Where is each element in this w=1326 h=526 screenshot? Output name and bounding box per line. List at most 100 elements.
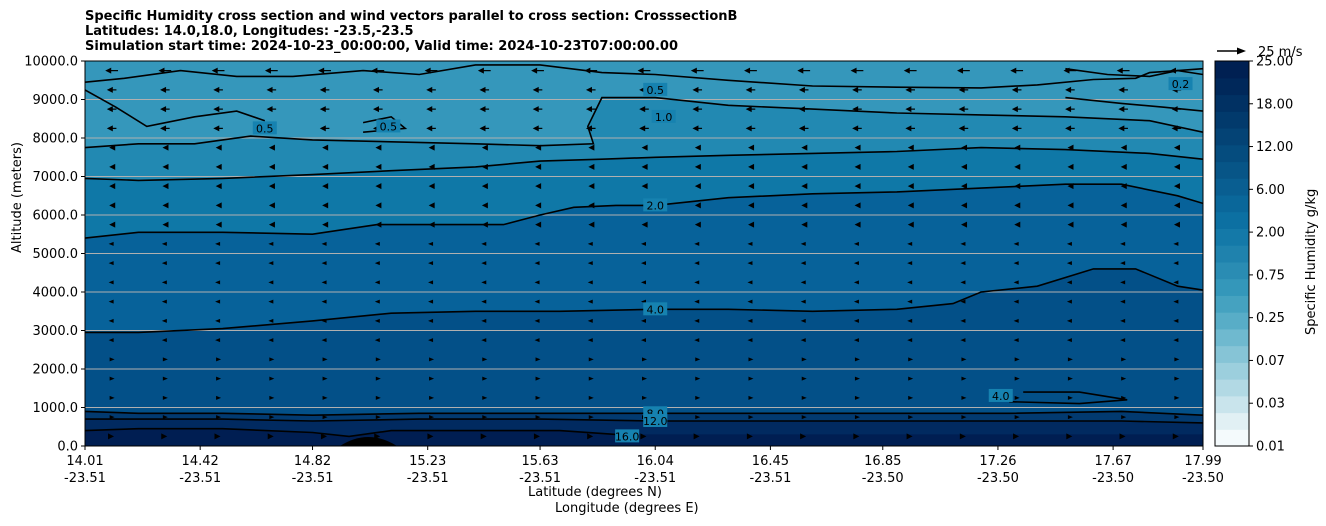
wind-vector-head [1063,67,1070,74]
colorbar-segment [1215,328,1249,347]
wind-vector-head [109,357,115,362]
y-tick-label: 6000.0 [33,209,79,224]
wind-vector-head [1066,280,1072,285]
colorbar-tick-label: 0.01 [1256,440,1285,455]
wind-vector-head [429,395,435,400]
wind-vector-head [585,86,592,93]
wind-vector-head [481,299,487,304]
wind-vector-head [162,415,168,420]
wind-vector-head [961,163,968,170]
wind-vector-head [160,86,167,93]
wind-vector-head [797,67,804,74]
wind-vector-head [269,395,275,400]
wind-vector-head [1174,376,1180,381]
wind-vector-head [588,183,595,190]
wind-vector-head [588,376,594,381]
y-tick-label: 0.0 [57,440,78,455]
x-tick-label-lat: 16.85 [864,454,901,469]
wind-vector-head [961,221,968,228]
colorbar-segment [1215,211,1249,229]
wind-vector-head [1013,280,1019,285]
wind-vector-head [375,183,382,190]
x-tick-label-lat: 15.63 [521,454,558,469]
terrain [340,437,397,446]
wind-vector-head [801,376,807,381]
x-axis-ticks: 14.01 -23.51 14.42 -23.51 14.82 -23.51 15.23 -2… [64,446,1224,486]
wind-vector-head [588,221,595,228]
wind-vector-head [588,357,594,362]
wind-vector-head [481,261,487,266]
wind-vector-head [801,202,808,209]
contour-label-bg [651,109,676,123]
wind-vector-head [1120,202,1127,209]
contour-line-8-0 [85,410,1203,417]
wind-vector-head [322,163,329,170]
wind-vector-head [1174,395,1180,400]
x-tick-label-lon: -23.51 [749,471,791,486]
wind-vector-head [1173,280,1179,285]
wind-vector-head [109,163,116,170]
wind-vector-head [961,357,967,362]
wind-vector-head [587,338,593,343]
wind-vector-head [320,433,327,440]
wind-vector-head [213,125,220,132]
wind-vectors [105,67,1183,440]
wind-vector-head [1013,241,1019,246]
wind-vector-head [375,163,382,170]
contour-label-bg [252,121,277,135]
contour-line-0-5 [85,64,1203,89]
wind-vector-head [158,67,165,74]
wind-vector-head [798,86,805,93]
wind-vector-head [960,318,966,323]
wind-vector-head [268,183,275,190]
wind-vector-head [1010,67,1017,74]
wind-vector-head [374,261,380,266]
wind-vector-head [264,67,271,74]
y-tick-label: 3000.0 [33,324,79,339]
wind-vector-head [108,261,114,266]
wind-vector-head [800,241,806,246]
wind-vector-head [1169,67,1176,74]
wind-vector-head [375,376,381,381]
wind-vector-head [961,144,968,151]
x-tick-label-lon: -23.51 [179,471,221,486]
wind-vector-head [1066,318,1072,323]
wind-vector-head [266,86,273,93]
wind-vector-head [854,395,860,400]
wind-vector-head [692,86,699,93]
wind-vector-head [321,338,327,343]
wind-vector-head [748,202,755,209]
wind-vector-head [694,163,701,170]
wind-vector-head [801,163,808,170]
wind-vector-head [481,280,487,285]
x-tick-label-lat: 17.26 [979,454,1016,469]
wind-vector-head [322,357,328,362]
wind-vector-head [694,280,700,285]
wind-vector-head [161,318,167,323]
colorbar-segment [1215,61,1249,79]
wind-vector-head [801,221,808,228]
wind-vector-head [1014,415,1020,420]
y-tick-label: 9000.0 [33,93,79,108]
wind-vector-head [1171,106,1178,113]
wind-vector-head [641,144,648,151]
contour-label: 4.0 [646,303,664,316]
wind-vector-head [535,357,541,362]
wind-vector-head [1120,144,1127,151]
wind-vector-head [1014,163,1021,170]
wind-vector-head [428,299,434,304]
wind-vector-head [482,376,488,381]
wind-vector-head [479,106,486,113]
y-tick-label: 1000.0 [33,401,79,416]
wind-vector-head [269,415,275,420]
wind-vector-head [1120,299,1126,304]
wind-vector-head [215,163,222,170]
wind-vector-head [319,86,326,93]
wind-vector-head [907,299,913,304]
chart-title: Specific Humidity cross section and wind… [85,9,738,24]
wind-vector-head [854,144,861,151]
wind-vector-head [1066,261,1072,266]
wind-vector-head [162,221,169,228]
wind-vector-head [535,202,542,209]
x-tick-label-lat: 14.01 [66,454,103,469]
